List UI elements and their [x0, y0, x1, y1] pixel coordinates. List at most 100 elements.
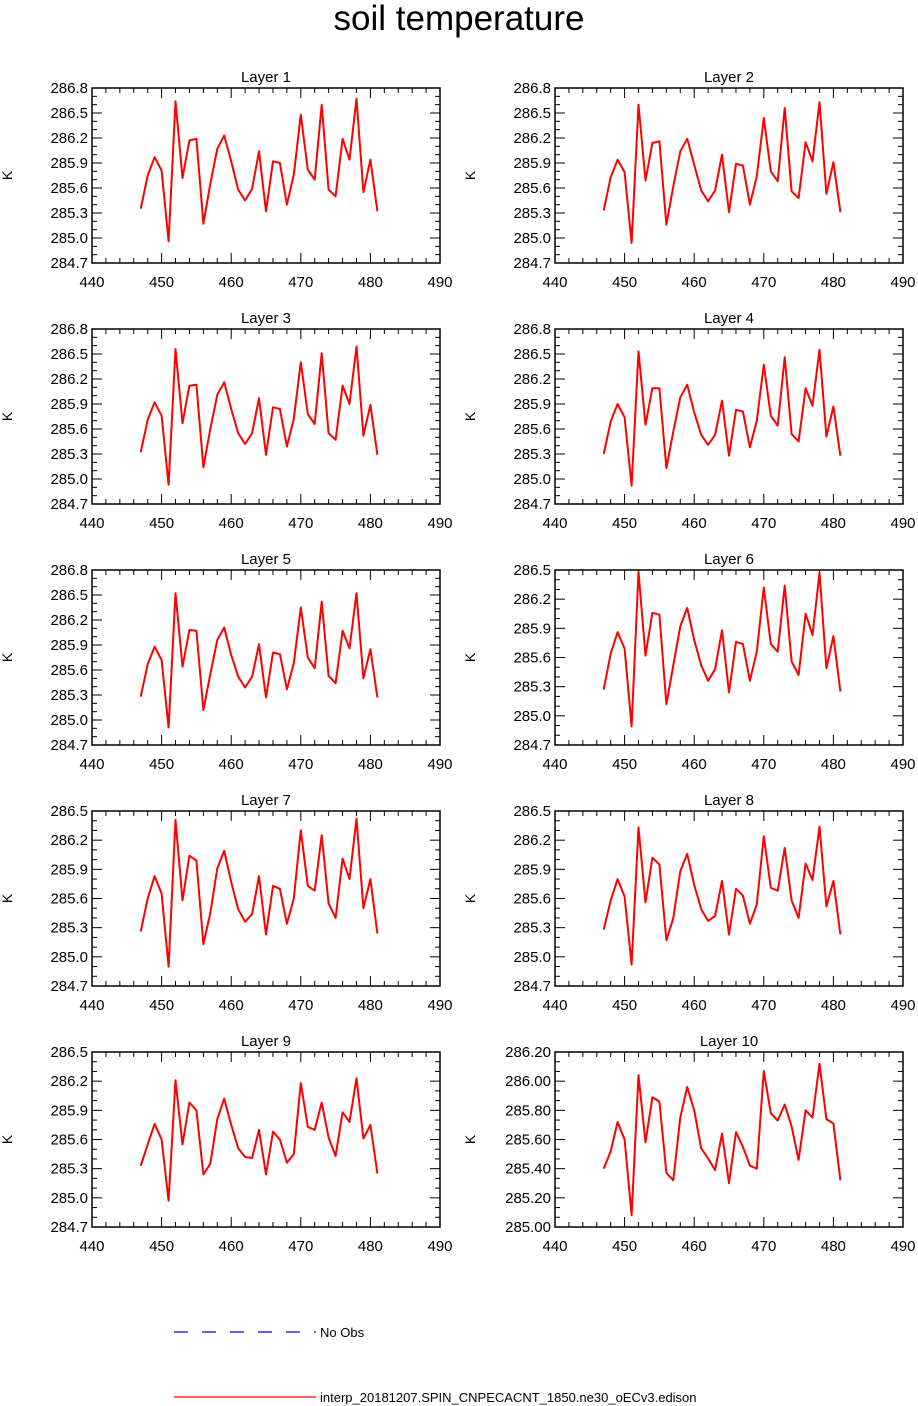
- y-tick-label: 286.2: [513, 130, 551, 147]
- y-tick-label: 285.3: [513, 446, 551, 463]
- panel-layer-1: Layer 1 K 440 450 460 470 480 490 284.7 285.0 285.…: [0, 69, 453, 291]
- y-tick-label: 286.8: [513, 80, 551, 97]
- plot-frame: [554, 810, 904, 987]
- x-tick-label: 480: [358, 274, 383, 291]
- x-tick-label: 460: [682, 1238, 707, 1255]
- panel-title: Layer 1: [241, 69, 291, 86]
- x-tick-label: 440: [542, 1238, 567, 1255]
- y-tick-label: 286.2: [513, 371, 551, 388]
- panel-title: Layer 2: [704, 69, 754, 86]
- x-tick-label: 470: [288, 756, 313, 773]
- y-tick-label: 286.8: [50, 562, 88, 579]
- plot-frame: [554, 328, 904, 505]
- plot-frame: [91, 1051, 441, 1228]
- x-tick-label: 480: [821, 997, 846, 1014]
- y-tick-label: 285.6: [50, 662, 88, 679]
- x-tick-label: 460: [682, 756, 707, 773]
- panel-layer-3: Layer 3 K 440 450 460 470 480 490 284.7 285.0 285.…: [0, 310, 453, 532]
- x-tick-label: 480: [358, 515, 383, 532]
- y-tick-label: 285.9: [50, 1102, 88, 1119]
- panel-layer-6: Layer 6 K 440 450 460 470 480 490 284.7 285.0 285.…: [462, 551, 916, 773]
- figure-title: soil temperature: [334, 0, 585, 38]
- panel-layer-4: Layer 4 K 440 450 460 470 480 490 284.7 285.0 285.…: [462, 310, 916, 532]
- y-tick-label: 285.0: [50, 1190, 88, 1207]
- y-tick-label: 286.5: [50, 346, 88, 363]
- panel-layer-5: Layer 5 K 440 450 460 470 480 490 284.7 285.0 285.…: [0, 551, 453, 773]
- x-tick-label: 480: [821, 274, 846, 291]
- y-tick-label: 285.6: [50, 891, 88, 908]
- panel-title: Layer 5: [241, 551, 291, 568]
- series-line: [602, 825, 842, 966]
- plot-frame: [91, 328, 441, 505]
- y-tick-label: 285.3: [50, 920, 88, 937]
- y-tick-label: 285.3: [50, 205, 88, 222]
- x-tick-label: 480: [821, 1238, 846, 1255]
- y-axis-label: K: [462, 411, 478, 421]
- y-tick-label: 286.00: [505, 1073, 551, 1090]
- y-tick-label: 286.8: [50, 80, 88, 97]
- y-tick-label: 285.3: [50, 1161, 88, 1178]
- x-tick-label: 450: [612, 756, 637, 773]
- x-tick-label: 460: [219, 997, 244, 1014]
- y-tick-label: 284.7: [50, 1219, 88, 1236]
- series-line: [139, 345, 379, 486]
- y-tick-label: 285.0: [50, 712, 88, 729]
- y-tick-label: 284.7: [50, 255, 88, 272]
- x-tick-label: 460: [682, 515, 707, 532]
- x-tick-label: 480: [358, 1238, 383, 1255]
- plot-frame: [91, 810, 441, 987]
- y-axis-label: K: [0, 652, 15, 662]
- y-tick-label: 285.9: [513, 620, 551, 637]
- x-tick-label: 440: [79, 515, 104, 532]
- y-axis-label: K: [0, 170, 15, 180]
- y-axis-label: K: [462, 170, 478, 180]
- series-line: [602, 1062, 842, 1217]
- y-tick-label: 285.0: [513, 471, 551, 488]
- plot-frame: [554, 1051, 904, 1228]
- x-tick-label: 460: [219, 1238, 244, 1255]
- y-tick-label: 286.5: [513, 346, 551, 363]
- x-tick-label: 470: [751, 756, 776, 773]
- series-line: [602, 348, 842, 487]
- y-tick-label: 285.6: [50, 421, 88, 438]
- panel-title: Layer 8: [704, 792, 754, 809]
- y-tick-label: 285.20: [505, 1190, 551, 1207]
- y-axis-label: K: [0, 1134, 15, 1144]
- y-axis-label: K: [462, 893, 478, 903]
- y-tick-label: 285.0: [50, 471, 88, 488]
- y-tick-label: 285.0: [513, 708, 551, 725]
- x-tick-label: 480: [821, 756, 846, 773]
- panel-title: Layer 7: [241, 792, 291, 809]
- y-tick-label: 285.3: [513, 205, 551, 222]
- y-tick-label: 286.2: [50, 832, 88, 849]
- x-tick-label: 480: [358, 756, 383, 773]
- panel-title: Layer 3: [241, 310, 291, 327]
- x-tick-label: 470: [751, 997, 776, 1014]
- y-tick-label: 285.3: [513, 920, 551, 937]
- y-tick-label: 285.6: [50, 180, 88, 197]
- y-tick-label: 285.9: [513, 396, 551, 413]
- y-tick-label: 286.5: [50, 1044, 88, 1061]
- y-tick-label: 285.3: [513, 679, 551, 696]
- panel-title: Layer 6: [704, 551, 754, 568]
- y-tick-label: 286.2: [50, 1073, 88, 1090]
- x-tick-label: 480: [821, 515, 846, 532]
- y-tick-label: 286.5: [50, 587, 88, 604]
- y-tick-label: 285.9: [513, 155, 551, 172]
- y-tick-label: 285.9: [513, 861, 551, 878]
- x-tick-label: 450: [149, 756, 174, 773]
- y-tick-label: 285.9: [50, 861, 88, 878]
- y-tick-label: 284.7: [513, 737, 551, 754]
- x-tick-label: 470: [288, 997, 313, 1014]
- y-tick-label: 285.9: [50, 396, 88, 413]
- x-tick-label: 450: [612, 274, 637, 291]
- x-tick-label: 490: [890, 997, 915, 1014]
- x-tick-label: 480: [358, 997, 383, 1014]
- panel-title: Layer 4: [704, 310, 754, 327]
- x-tick-label: 470: [751, 274, 776, 291]
- y-tick-label: 284.7: [513, 255, 551, 272]
- x-tick-label: 440: [542, 997, 567, 1014]
- y-tick-label: 284.7: [50, 737, 88, 754]
- panels: Layer 1 K 440 450 460 470 480 490 284.7 285.0 285.…: [0, 69, 916, 1255]
- series-line: [602, 570, 842, 728]
